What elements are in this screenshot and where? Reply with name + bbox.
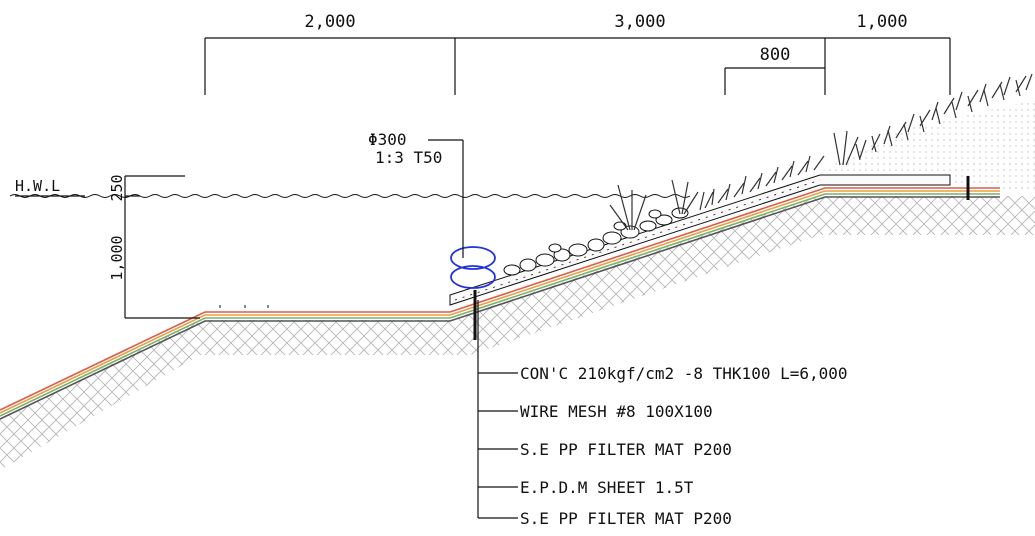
- water-surface: [9, 194, 691, 198]
- layer-label-wire-mesh: WIRE MESH #8 100X100: [520, 402, 713, 421]
- upper-bank-soil: [820, 100, 1035, 190]
- dimension-3000: 3,000: [614, 12, 665, 32]
- dimension-1000-top: 1,000: [856, 12, 907, 32]
- vegetation: [609, 73, 1033, 231]
- dimension-lines: [204, 37, 951, 95]
- layer-label-filter-mat-1: S.E PP FILTER MAT P200: [520, 440, 732, 459]
- soil-fade: [0, 235, 1035, 536]
- dimension-800: 800: [760, 45, 791, 65]
- pipe-mortar-label: 1:3 T50: [375, 148, 442, 167]
- layer-label-epdm-sheet: E.P.D.M SHEET 1.5T: [520, 478, 694, 497]
- liner-layers: [0, 187, 1000, 420]
- pipe-roll: [450, 246, 496, 289]
- layer-leaders: [477, 300, 518, 519]
- pipe-leader: [428, 139, 464, 258]
- dimension-2000: 2,000: [304, 12, 355, 32]
- bottom-marks: [219, 305, 269, 308]
- pipe-diameter-label: Φ300: [368, 130, 407, 149]
- depth-1000: 1,000: [108, 235, 126, 280]
- water-level-dimensions: [15, 175, 200, 319]
- hwl-label: H.W.L: [15, 177, 60, 195]
- concrete-slab: [449, 174, 951, 306]
- layer-label-filter-mat-2: S.E PP FILTER MAT P200: [520, 509, 732, 528]
- layer-label-concrete: CON'C 210kgf/cm2 -8 THK100 L=6,000: [520, 364, 848, 383]
- anchor-posts: [473, 176, 970, 340]
- freeboard-250: 250: [108, 174, 126, 201]
